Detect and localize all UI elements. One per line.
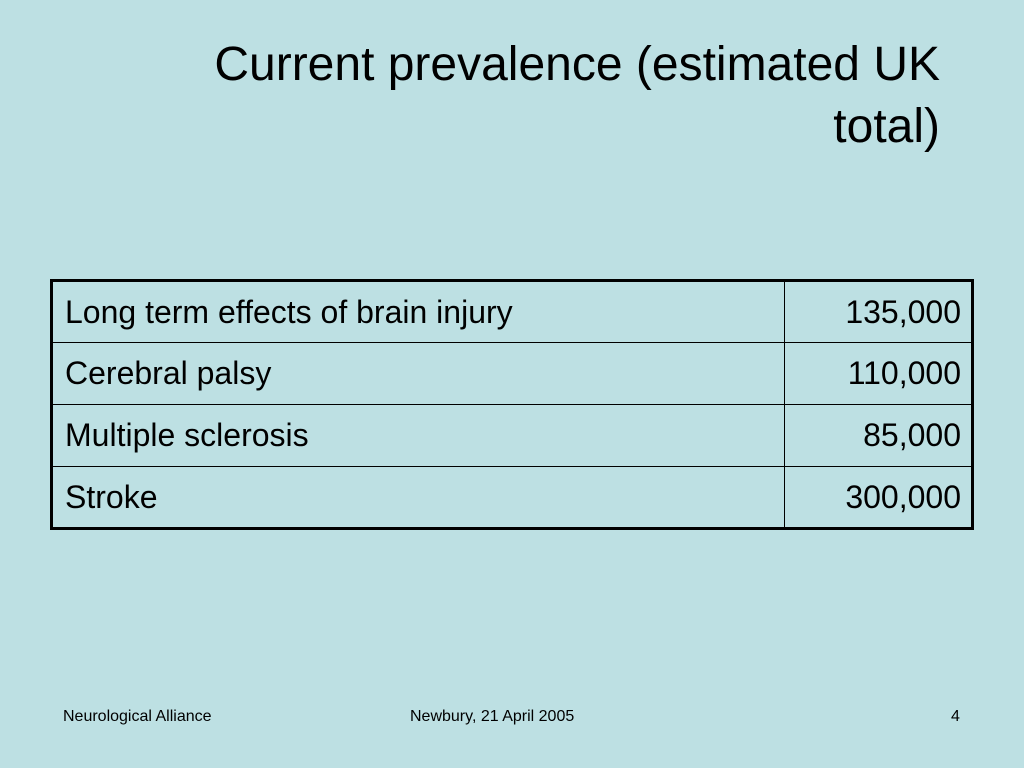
slide-title-line-1: Current prevalence (estimated UK xyxy=(214,38,940,91)
condition-cell: Long term effects of brain injury xyxy=(50,280,786,343)
value-cell: 135,000 xyxy=(784,280,973,343)
value-cell: 85,000 xyxy=(784,404,973,467)
condition-cell: Multiple sclerosis xyxy=(50,404,786,467)
footer-location-date: Newbury, 21 April 2005 xyxy=(410,708,575,725)
value-cell: 300,000 xyxy=(784,466,973,529)
table-row: Stroke 300,000 xyxy=(50,466,973,529)
slide-title: Current prevalence (estimated UK total) xyxy=(60,34,940,158)
slide-title-line-2: total) xyxy=(833,100,940,153)
condition-cell: Stroke xyxy=(50,466,786,529)
footer-organization: Neurological Alliance xyxy=(63,708,212,725)
condition-cell: Cerebral palsy xyxy=(50,342,786,405)
prevalence-table: Long term effects of brain injury 135,00… xyxy=(50,279,974,530)
page-number: 4 xyxy=(951,708,960,725)
table-row: Multiple sclerosis 85,000 xyxy=(50,404,973,467)
table-row: Cerebral palsy 110,000 xyxy=(50,342,973,405)
table-row: Long term effects of brain injury 135,00… xyxy=(50,280,973,343)
value-cell: 110,000 xyxy=(784,342,973,405)
